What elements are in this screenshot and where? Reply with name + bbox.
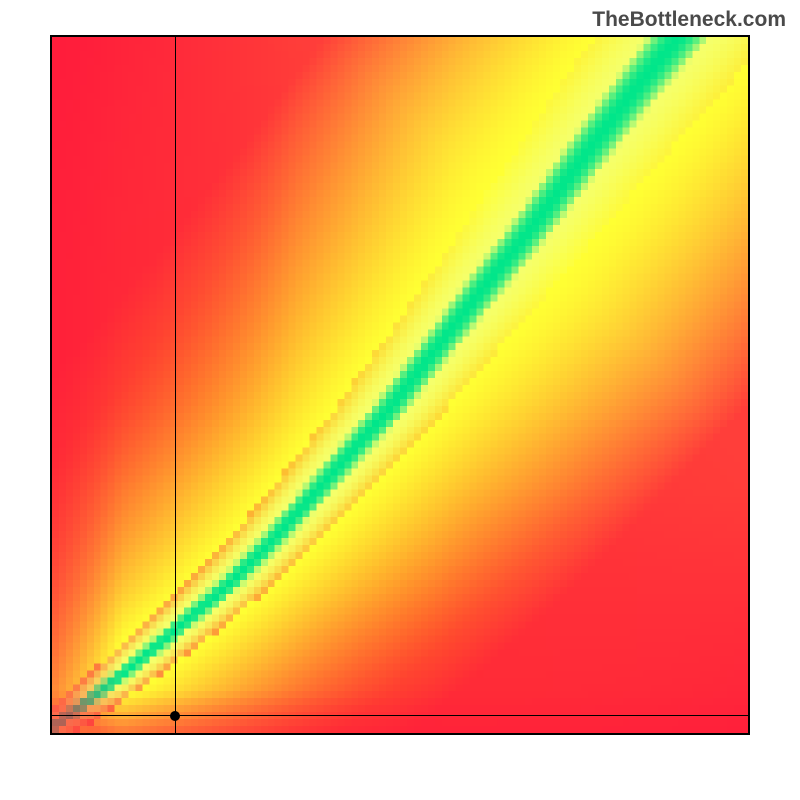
heatmap-canvas xyxy=(52,37,748,733)
crosshair-vertical xyxy=(175,37,176,733)
watermark-text: TheBottleneck.com xyxy=(592,8,786,32)
marker-point xyxy=(170,711,180,721)
crosshair-horizontal xyxy=(52,715,748,716)
chart-container xyxy=(50,35,750,735)
